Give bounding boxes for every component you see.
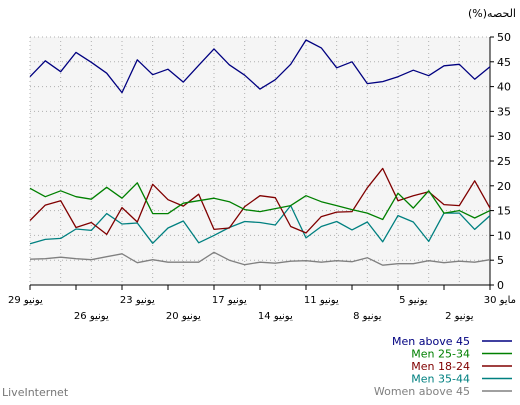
series-line-men-35-44	[29, 204, 491, 245]
y-tick-label: 20	[497, 180, 511, 193]
y-tick-label: 50	[497, 31, 511, 44]
y-tick-label: 15	[497, 205, 511, 218]
series-line-men-above-45	[29, 39, 491, 94]
series-line-men-18-24	[29, 167, 491, 236]
x-tick-label: 29 يونيو	[8, 295, 43, 306]
x-tick-label: 30 مايو	[484, 295, 516, 306]
series-line-men-25-34	[29, 182, 491, 221]
legend-label: Men 18-24	[411, 360, 470, 373]
x-tick-label: 26 يونيو	[74, 311, 109, 322]
x-tick-label: 11 يونيو	[304, 295, 339, 306]
y-tick-label: 5	[497, 254, 504, 267]
y-tick-label: 40	[497, 81, 511, 94]
y-unit-label: (%)الحصه	[468, 7, 516, 20]
x-tick-label: 2 يونيو	[445, 311, 474, 322]
y-tick-label: 0	[497, 279, 504, 292]
series-line-women-above-45	[29, 251, 491, 266]
y-tick-label: 30	[497, 130, 511, 143]
x-tick-label: 23 يونيو	[120, 295, 155, 306]
y-tick-label: 10	[497, 229, 511, 242]
legend-label: Men 25-34	[411, 348, 470, 361]
legend-label: Men above 45	[392, 335, 470, 348]
plot-area	[30, 37, 490, 285]
x-tick-label: 14 يونيو	[258, 311, 293, 322]
x-tick-label: 5 يونيو	[399, 295, 428, 306]
y-tick-label: 45	[497, 56, 511, 69]
brand-logo: LiveInternet	[2, 386, 69, 399]
legend-label: Men 35-44	[411, 373, 470, 386]
x-tick-label: 8 يونيو	[353, 311, 382, 322]
legend-label: Women above 45	[374, 385, 470, 398]
y-tick-label: 35	[497, 105, 511, 118]
x-tick-label: 17 يونيو	[212, 295, 247, 306]
x-tick-label: 20 يونيو	[166, 311, 201, 322]
y-tick-label: 25	[497, 155, 511, 168]
